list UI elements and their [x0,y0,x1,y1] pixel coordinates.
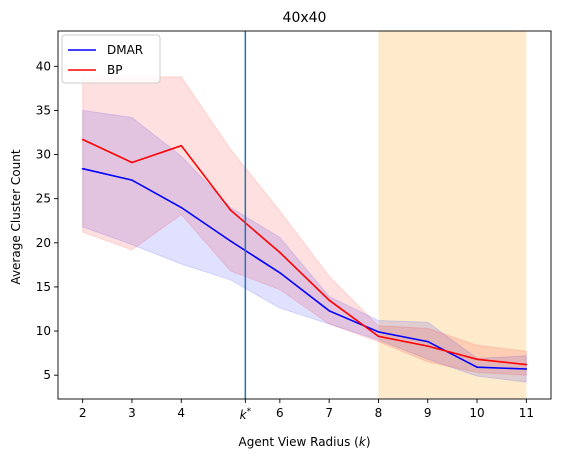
data-point-dmar [377,331,380,333]
data-point-dmar [426,340,429,343]
x-tick-label: 3 [128,406,136,420]
data-point-dmar [81,167,84,170]
shaded-region [378,31,527,399]
plot-area [81,31,528,399]
data-point-bp [426,345,429,347]
x-tick-label: 4 [177,406,185,420]
legend-label-bp: BP [107,63,122,77]
data-point-bp [81,138,84,141]
x-tick-label: 8 [375,406,383,420]
y-tick-label: 35 [36,103,51,117]
data-point-bp [180,144,183,147]
chart-title: 40x40 [283,10,327,26]
legend: DMAR BP [61,34,161,84]
x-tick-label: 9 [424,406,432,420]
band-bp [82,76,527,376]
data-point-dmar [279,272,281,274]
y-tick-label: 15 [36,280,51,294]
x-tick-label: k* [240,407,252,422]
data-point-dmar [180,206,183,209]
y-tick-label: 20 [36,236,51,250]
y-tick-label: 40 [36,59,51,73]
data-point-dmar [525,368,528,370]
x-tick-label: 6 [276,406,284,420]
data-point-bp [279,251,281,254]
axes: 2 3 4 k* 6 7 8 9 10 11 5 10 15 20 25 30 35 40 [36,30,552,422]
axes-frame [57,30,552,400]
data-point-bp [229,209,232,211]
x-tick-label: 10 [469,406,484,420]
data-point-dmar [229,240,232,242]
legend-label-dmar: DMAR [107,43,143,57]
data-point-bp [377,335,380,338]
band-dmar [82,109,527,383]
y-tick-label: 5 [43,368,51,382]
x-axis-label: Agent View Radius (k) [239,435,371,449]
data-point-dmar [328,309,330,312]
series-line-dmar [82,167,527,370]
y-tick-label: 10 [36,324,51,338]
y-axis-label: Average Cluster Count [9,149,23,284]
x-tick-label: 2 [79,406,87,420]
data-point-dmar [131,179,133,181]
data-point-bp [476,358,478,361]
y-tick-label: 25 [36,192,51,206]
legend-box [61,34,161,84]
series-line-bp [82,138,527,366]
data-point-bp [328,299,330,301]
x-tick-label: 7 [325,406,333,420]
data-point-bp [525,363,528,366]
data-point-bp [131,161,133,164]
data-point-dmar [476,366,478,369]
y-tick-label: 30 [36,148,51,162]
x-tick-label: 11 [519,406,534,420]
